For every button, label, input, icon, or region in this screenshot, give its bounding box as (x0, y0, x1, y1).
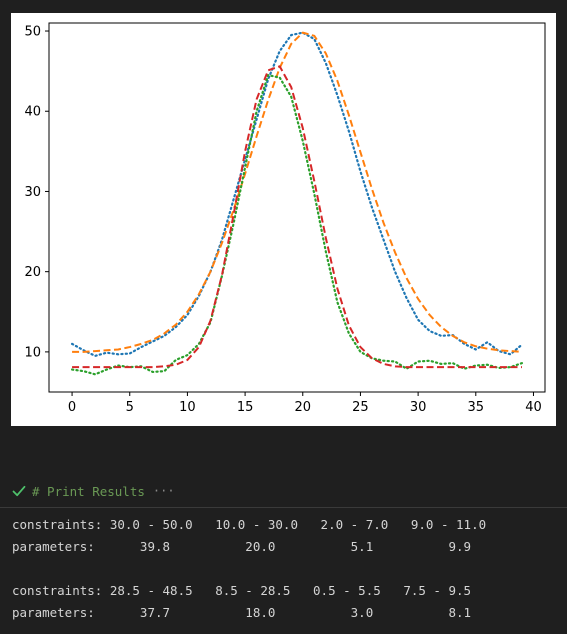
y-tick-label-1: 20 (24, 265, 41, 280)
series-line-3 (70, 74, 524, 376)
y-tick-label-2: 30 (24, 185, 41, 200)
figure-panel: 0 5 10 15 20 25 30 35 40 10 20 30 40 50 (11, 13, 556, 426)
output-spacer (12, 558, 486, 580)
series-line-2 (72, 31, 522, 353)
x-tick-label-0: 0 (68, 400, 76, 415)
x-tick-label-5: 25 (352, 400, 369, 415)
more-icon[interactable]: ··· (152, 484, 175, 498)
series-line-1 (70, 31, 524, 357)
x-tick-label-4: 20 (294, 400, 311, 415)
y-tick-label-4: 50 (24, 25, 41, 40)
check-icon (12, 484, 26, 498)
y-tick-label-3: 40 (24, 105, 41, 120)
axes-frame (48, 22, 546, 393)
parameters-line-1: parameters: 39.8 20.0 5.1 9.9 (12, 539, 472, 554)
x-tick-label-6: 30 (410, 400, 427, 415)
x-tick-label-2: 10 (179, 400, 196, 415)
cell-divider (0, 507, 567, 508)
line-chart: 0 5 10 15 20 25 30 35 40 10 20 30 40 50 (24, 22, 546, 415)
y-tick-label-0: 10 (24, 345, 41, 360)
parameters-line-2: parameters: 37.7 18.0 3.0 8.1 (12, 605, 472, 620)
x-tick-label-3: 15 (237, 400, 254, 415)
constraints-line-2: constraints: 28.5 - 48.5 8.5 - 28.5 0.5 … (12, 583, 472, 598)
constraints-line-1: constraints: 30.0 - 50.0 10.0 - 30.0 2.0… (12, 517, 487, 532)
x-tick-label-7: 35 (468, 400, 485, 415)
cell-comment: # Print Results (32, 483, 145, 499)
x-tick-label-1: 5 (126, 400, 134, 415)
series-line-4 (72, 65, 522, 369)
cell-header[interactable]: # Print Results ··· (12, 482, 175, 500)
x-tick-label-8: 40 (525, 400, 542, 415)
cell-output: constraints: 30.0 - 50.0 10.0 - 30.0 2.0… (12, 514, 486, 624)
